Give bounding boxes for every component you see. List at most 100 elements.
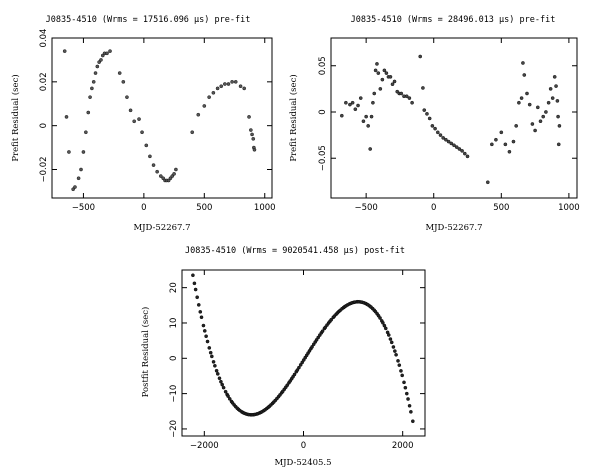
data-point [530, 122, 535, 126]
data-point [454, 145, 459, 149]
data-point [99, 58, 103, 62]
data-point [211, 360, 216, 364]
chart-title: J0835-4510 (Wrms = 28496.013 μs) pre-fit [351, 15, 556, 25]
x-tick-label: 1000 [558, 203, 580, 213]
data-point [356, 103, 360, 108]
data-point [388, 337, 393, 341]
data-point [409, 410, 413, 414]
data-point [348, 102, 352, 107]
data-point [340, 113, 344, 118]
data-point [250, 132, 254, 137]
data-point [226, 82, 231, 86]
data-point [215, 86, 220, 91]
data-point [382, 68, 387, 73]
data-point [196, 303, 201, 307]
data-point [86, 110, 91, 115]
data-point [73, 185, 77, 189]
data-point [522, 73, 527, 77]
data-point [223, 82, 227, 86]
data-point [108, 49, 112, 53]
data-point [207, 95, 211, 99]
data-point [452, 143, 456, 148]
data-point [207, 346, 212, 350]
x-tick-label: 500 [493, 203, 509, 213]
data-point [62, 49, 67, 53]
data-point [536, 105, 540, 110]
data-point [404, 94, 409, 99]
data-point [366, 124, 370, 128]
y-tick-label: 20 [169, 282, 179, 293]
x-axis-label: MJD-52267.7 [133, 223, 190, 233]
data-point [221, 385, 226, 390]
data-point [88, 95, 92, 99]
data-point [460, 149, 464, 153]
data-point [201, 323, 206, 328]
data-point [556, 142, 561, 147]
points-group [62, 49, 257, 192]
data-point [421, 86, 425, 90]
x-axis-label: MJD-52405.5 [274, 458, 331, 468]
data-point [418, 54, 423, 59]
data-point [79, 167, 83, 172]
data-point [219, 84, 224, 89]
data-point [449, 141, 454, 146]
data-point [556, 114, 560, 119]
tick-group: −2000 0 2000 −20 −10 0 10 20 [169, 270, 425, 451]
data-point [490, 142, 494, 147]
data-point [172, 172, 176, 176]
data-point [457, 147, 462, 151]
data-point [148, 154, 152, 159]
data-point [514, 124, 518, 128]
data-point [400, 373, 404, 378]
data-point [316, 335, 320, 340]
data-point [132, 119, 136, 124]
data-point [503, 142, 508, 147]
data-point [196, 112, 201, 117]
data-point [220, 382, 225, 387]
data-point [485, 180, 490, 185]
data-point [205, 339, 210, 344]
data-point [393, 349, 397, 353]
data-point [406, 397, 410, 401]
data-point [541, 114, 546, 119]
data-point [64, 115, 69, 119]
data-point [517, 100, 521, 105]
data-point [465, 154, 470, 159]
data-point [247, 115, 251, 119]
data-point [381, 321, 385, 325]
data-point [389, 340, 394, 345]
data-point [380, 77, 385, 82]
data-point [155, 169, 159, 174]
data-point [215, 372, 220, 376]
data-point [392, 79, 397, 84]
data-point [382, 323, 387, 328]
data-point [521, 61, 525, 65]
data-point [192, 281, 197, 286]
data-point [353, 107, 358, 112]
data-point [140, 130, 144, 135]
data-point [227, 397, 232, 401]
y-axis-label: Postfit Residual (sec) [140, 307, 151, 398]
data-point [435, 130, 440, 135]
data-point [297, 365, 301, 370]
y-axis-label: Prefit Residual (sec) [10, 74, 21, 161]
data-point [546, 100, 551, 105]
data-point [105, 51, 109, 56]
data-point [399, 369, 403, 373]
data-point [368, 147, 372, 151]
data-point [410, 100, 414, 105]
chart-postfit: J0835-4510 (Wrms = 9020541.458 μs) post-… [140, 246, 426, 468]
data-point [76, 176, 81, 181]
data-point [373, 68, 378, 73]
data-point [67, 150, 71, 154]
x-axis-label: MJD-52267.7 [425, 223, 482, 233]
data-point [204, 334, 208, 339]
data-point [403, 385, 408, 390]
data-point [388, 75, 393, 79]
plot-frame [51, 37, 273, 199]
data-point [376, 71, 381, 75]
data-point [391, 345, 396, 349]
data-point [411, 419, 415, 424]
data-point [511, 139, 516, 144]
